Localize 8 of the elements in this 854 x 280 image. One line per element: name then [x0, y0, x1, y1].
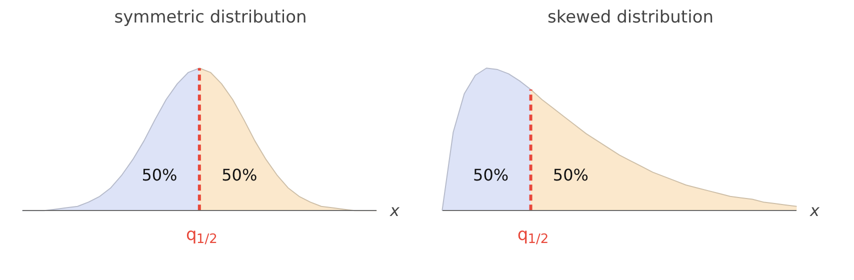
annotation: 50%	[552, 166, 588, 185]
chart-title: skewed distribution	[548, 8, 714, 28]
x-axis-title: x	[389, 201, 400, 220]
x-axis-title: x	[809, 201, 820, 220]
annotation: 50%	[473, 166, 509, 185]
annotation: 50%	[222, 166, 258, 185]
chart-title: symmetric distribution	[114, 8, 307, 28]
annotation: 50%	[142, 166, 178, 185]
